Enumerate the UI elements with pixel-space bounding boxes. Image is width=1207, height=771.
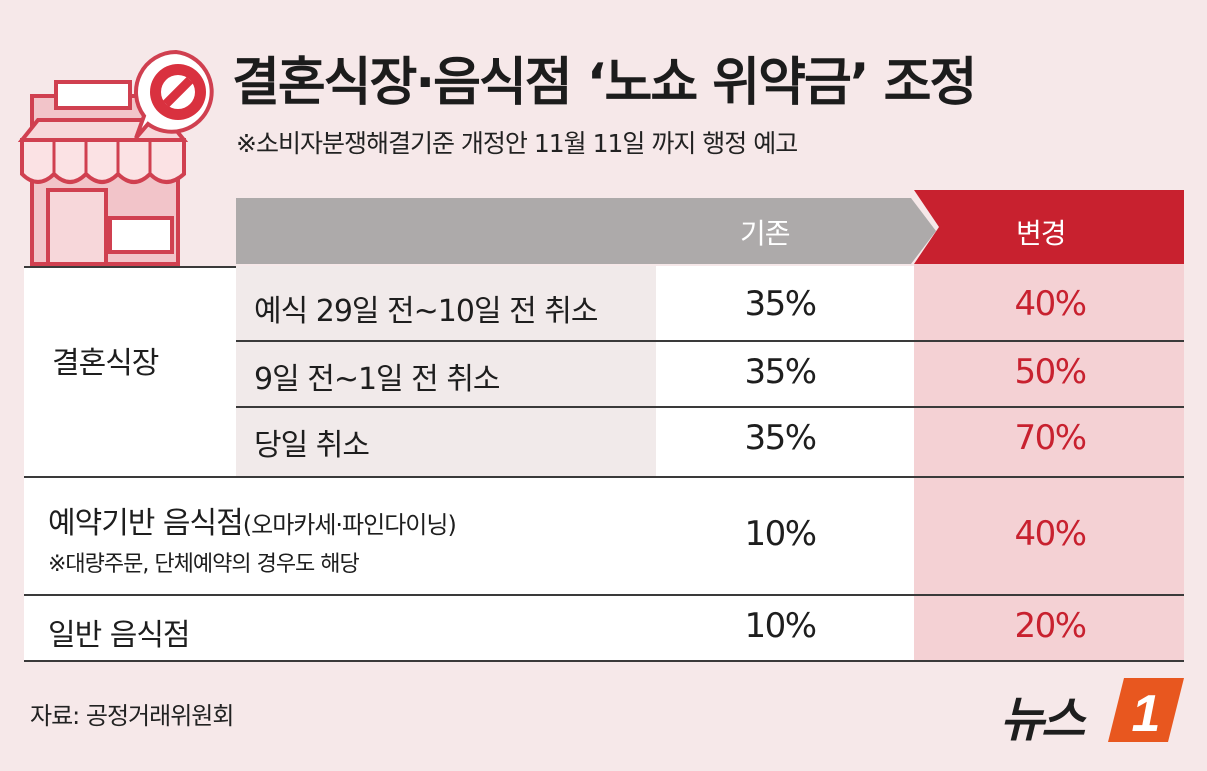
row-label-general: 일반 음식점 bbox=[48, 618, 191, 653]
header-after-label: 변경 bbox=[1016, 217, 1067, 250]
logo-text: 뉴스 bbox=[1000, 692, 1085, 748]
after-value: 50% bbox=[1014, 352, 1087, 392]
before-value: 35% bbox=[744, 284, 817, 324]
divider bbox=[914, 476, 1184, 478]
header-before-bar bbox=[236, 198, 936, 264]
after-value: 70% bbox=[1014, 418, 1087, 458]
divider bbox=[914, 406, 1184, 408]
row-label: 예식 29일 전~10일 전 취소 bbox=[254, 294, 598, 329]
header-after-bar bbox=[914, 190, 1184, 264]
divider bbox=[656, 340, 914, 342]
divider bbox=[24, 594, 914, 596]
before-value: 10% bbox=[744, 606, 817, 646]
reservation-label-paren: (오마카세·파인다이닝) bbox=[242, 511, 457, 539]
divider bbox=[236, 406, 914, 408]
row-label: 당일 취소 bbox=[254, 428, 370, 463]
before-value: 35% bbox=[744, 418, 817, 458]
after-value: 20% bbox=[1014, 606, 1087, 646]
after-value: 40% bbox=[1014, 284, 1087, 324]
wedding-shade bbox=[236, 266, 656, 476]
before-value: 10% bbox=[744, 514, 817, 554]
after-value: 40% bbox=[1014, 514, 1087, 554]
news1-logo: 뉴스 1 bbox=[1000, 676, 1190, 748]
divider bbox=[236, 340, 656, 342]
reservation-note: ※대량주문, 단체예약의 경우도 해당 bbox=[48, 552, 360, 577]
divider bbox=[914, 594, 1184, 596]
divider bbox=[24, 266, 236, 268]
no-sign-icon bbox=[134, 49, 214, 140]
page-title: 결혼식장·음식점 ‘노쇼 위약금’ 조정 bbox=[232, 53, 977, 113]
divider bbox=[24, 476, 914, 478]
subtitle: ※소비자분쟁해결기준 개정안 11월 11일 까지 행정 예고 bbox=[236, 129, 798, 158]
source-credit: 자료: 공정거래위원회 bbox=[30, 702, 234, 730]
logo-mark: 1 bbox=[1132, 685, 1161, 743]
row-label: 9일 전~1일 전 취소 bbox=[254, 362, 501, 397]
divider bbox=[24, 660, 1184, 662]
logo-mark-icon: 1 bbox=[1108, 678, 1184, 743]
row-label-reservation: 예약기반 음식점(오마카세·파인다이닝) bbox=[48, 498, 457, 542]
divider bbox=[914, 340, 1184, 342]
reservation-label: 예약기반 음식점 bbox=[48, 506, 244, 541]
before-value: 35% bbox=[744, 352, 817, 392]
category-wedding: 결혼식장 bbox=[52, 346, 159, 381]
header-before-label: 기존 bbox=[740, 217, 791, 250]
